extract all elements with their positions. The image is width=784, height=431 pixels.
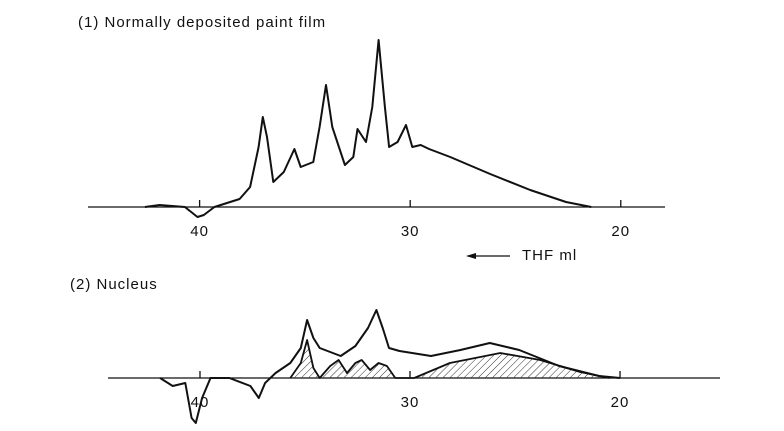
arrow-head	[466, 253, 476, 259]
x-tick-label: 20	[611, 223, 630, 240]
annotation: THF ml	[522, 247, 577, 264]
hatched-area	[290, 340, 610, 378]
x-tick-label: 40	[190, 223, 209, 240]
chart-title: (1) Normally deposited paint film	[78, 14, 326, 31]
line	[289, 339, 610, 379]
line	[159, 309, 621, 424]
x-tick-label: 20	[611, 394, 630, 411]
x-tick-label: 30	[401, 394, 420, 411]
x-tick-label: 30	[401, 223, 420, 240]
chart-title: (2) Nucleus	[70, 276, 158, 293]
line	[144, 39, 592, 218]
x-tick-label: 40	[191, 394, 210, 411]
